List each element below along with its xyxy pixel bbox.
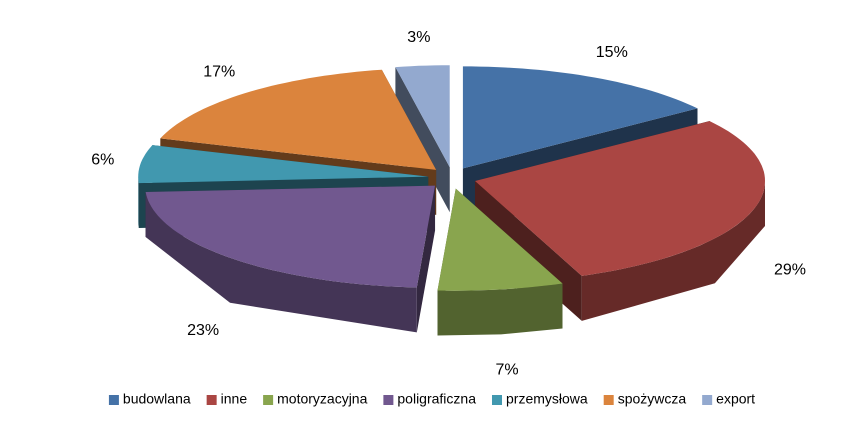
slice-side: [145, 192, 417, 333]
slice: [462, 66, 698, 169]
legend-swatch: [383, 395, 394, 405]
legend-label: motoryzacyjna: [277, 391, 367, 407]
slice: [160, 69, 437, 170]
data-label: 29%: [774, 262, 806, 279]
legend-label: przemysłowa: [506, 391, 588, 407]
data-label: 15%: [596, 44, 628, 61]
legend-swatch: [603, 395, 614, 405]
slice-side: [138, 176, 139, 229]
slice: [138, 145, 429, 184]
legend-swatch: [263, 395, 274, 405]
slice-side: [395, 67, 450, 213]
legend-swatch: [108, 395, 119, 405]
slice-side: [581, 181, 765, 321]
slice: [145, 185, 436, 288]
slice: [395, 65, 450, 168]
slice-side: [437, 283, 563, 336]
data-label: 6%: [91, 152, 114, 169]
legend-swatch: [206, 395, 217, 405]
legend-swatch: [491, 395, 502, 405]
data-label: 7%: [496, 361, 519, 378]
legend-label: poligraficzna: [397, 391, 476, 407]
legend-label: export: [716, 391, 755, 407]
data-label: 3%: [407, 29, 430, 46]
legend-label: spożywcza: [618, 391, 687, 407]
legend: budowlana inne motoryzacyjna poligraficzna p…: [108, 391, 755, 407]
slice: [475, 121, 765, 276]
slice: [437, 188, 563, 291]
legend-swatch: [702, 395, 713, 405]
legend-label: inne: [221, 391, 248, 407]
data-label: 17%: [203, 64, 235, 81]
legend-label: budowlana: [123, 391, 191, 407]
data-label: 23%: [187, 322, 219, 339]
